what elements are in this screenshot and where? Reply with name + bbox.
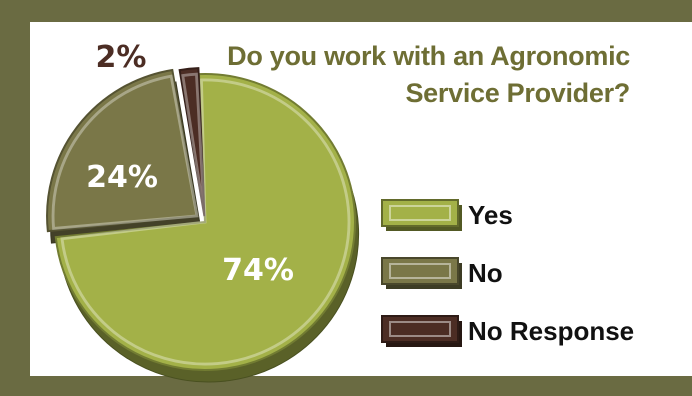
chart-title-line-1: Do you work with an Agronomic — [227, 41, 630, 71]
pie-slice-yes — [54, 73, 356, 371]
legend-label: Yes — [468, 200, 513, 230]
legend-label: No — [468, 258, 503, 288]
pie-slice-no — [46, 68, 199, 233]
pie-slice-bevel — [51, 74, 199, 230]
legend-label: No Response — [468, 316, 634, 346]
legend-swatch — [381, 199, 459, 227]
chart-title-line-2: Service Provider? — [405, 78, 630, 108]
pie-labels: 74% 24% 2% — [86, 40, 294, 288]
pie-label-no-response: 2% — [96, 40, 147, 75]
pie-slice-bevel — [60, 78, 351, 366]
legend-swatch — [381, 315, 459, 343]
legend-swatch-bevel — [389, 263, 451, 279]
pie-label-no: 24% — [86, 160, 158, 195]
pie-slices — [46, 67, 356, 371]
legend-item-no: No — [381, 257, 503, 289]
legend-swatch — [381, 257, 459, 285]
legend-item-yes: Yes — [381, 199, 513, 231]
legend-swatch-bevel — [389, 321, 451, 337]
legend-item-no-response: No Response — [381, 315, 634, 347]
pie-slice-no-response — [178, 67, 206, 217]
pie-label-yes: 74% — [222, 253, 294, 288]
chart-title: Do you work with an Agronomic Service Pr… — [190, 38, 630, 112]
legend: Yes No No Response — [381, 199, 634, 347]
legend-swatch-bevel — [389, 205, 451, 221]
pie-slice-bevel — [181, 72, 206, 217]
